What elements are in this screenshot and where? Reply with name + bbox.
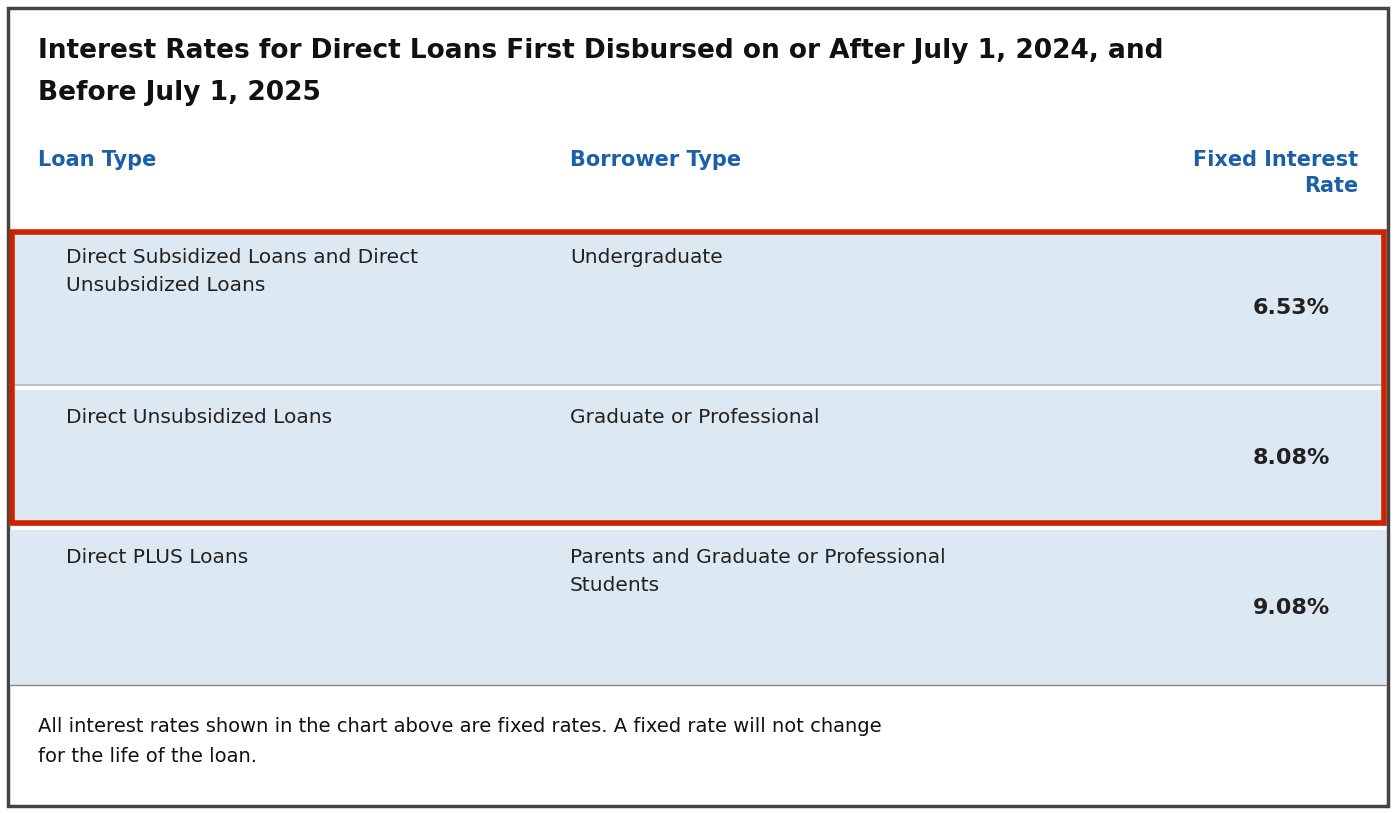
Text: 9.08%: 9.08% [1252,597,1330,618]
Text: 8.08%: 8.08% [1252,448,1330,467]
Text: Before July 1, 2025: Before July 1, 2025 [38,80,321,106]
Text: Borrower Type: Borrower Type [570,150,741,170]
Text: Graduate or Professional: Graduate or Professional [570,408,819,427]
Text: 6.53%: 6.53% [1254,297,1330,317]
Text: Direct Unsubsidized Loans: Direct Unsubsidized Loans [66,408,332,427]
Text: Loan Type: Loan Type [38,150,156,170]
Bar [10,390,1386,525]
Text: All interest rates shown in the chart above are fixed rates. A fixed rate will n: All interest rates shown in the chart ab… [38,717,882,765]
Bar [10,230,1386,385]
Text: Direct PLUS Loans: Direct PLUS Loans [66,548,248,567]
Text: Parents and Graduate or Professional
Students: Parents and Graduate or Professional Stu… [570,548,945,595]
Text: Interest Rates for Direct Loans First Disbursed on or After July 1, 2024, and: Interest Rates for Direct Loans First Di… [38,38,1163,64]
Bar [13,232,1383,523]
Text: Direct Subsidized Loans and Direct
Unsubsidized Loans: Direct Subsidized Loans and Direct Unsub… [66,248,417,295]
Text: Fixed Interest
Rate: Fixed Interest Rate [1192,150,1358,196]
Bar [10,530,1386,685]
Text: Undergraduate: Undergraduate [570,248,723,267]
